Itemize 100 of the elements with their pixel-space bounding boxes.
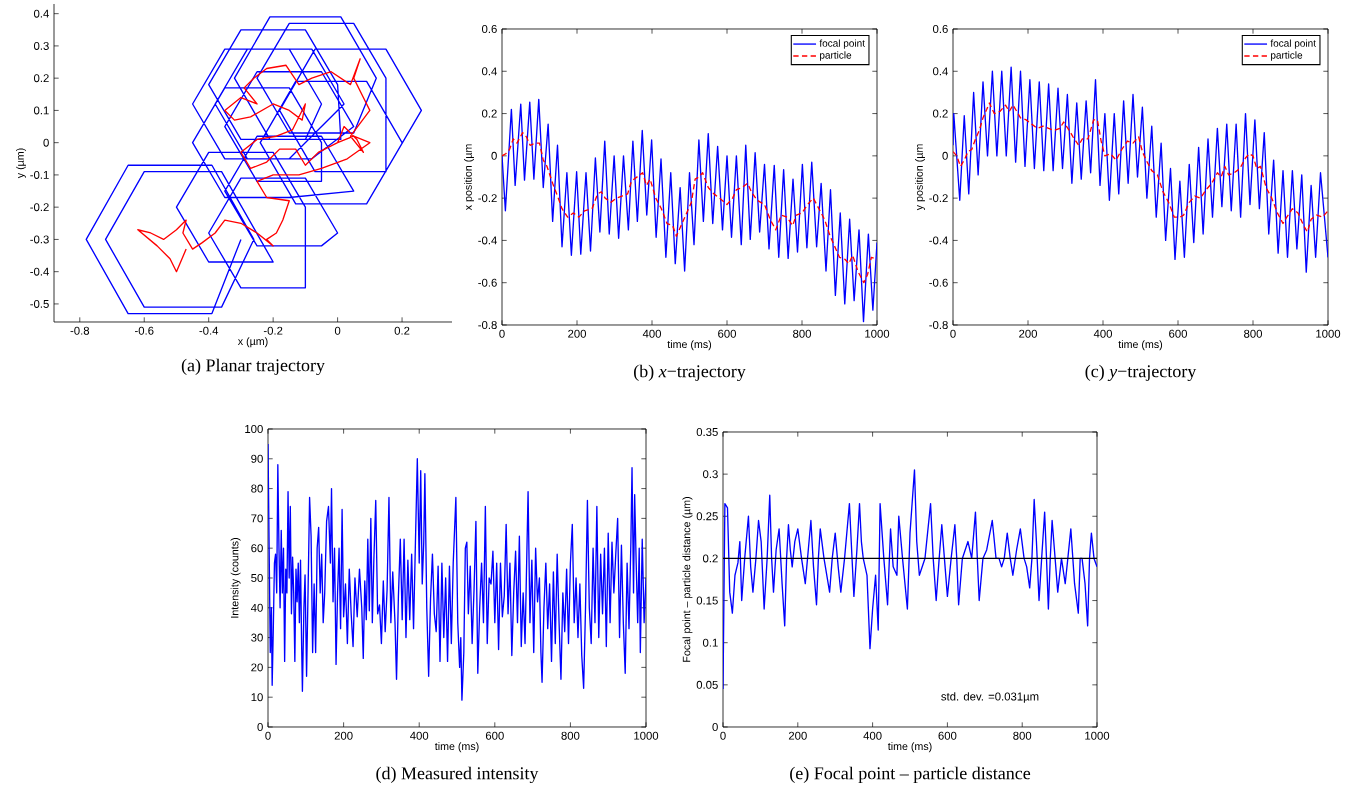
x-tick-label: -0.4 <box>199 326 219 335</box>
legend-label: particle <box>820 51 852 61</box>
x-tick-label: 600 <box>1169 329 1188 338</box>
y-tick-label: 0 <box>712 722 718 731</box>
x-tick-label: 0.2 <box>394 326 410 335</box>
annotation: std. dev. =0.031µm <box>941 692 1039 703</box>
x-axis-title: time (ms) <box>887 742 932 753</box>
y-tick-label: 0.1 <box>33 106 49 115</box>
legend-label: focal point <box>819 39 865 49</box>
x-axis-title: time (ms) <box>1118 340 1163 351</box>
y-tick-label: -0.2 <box>478 194 497 203</box>
y-axis-title: Intensity (counts) <box>230 538 241 618</box>
y-axis-title: x position (µm <box>464 144 474 211</box>
x-tick-label: 0 <box>950 329 956 338</box>
y-tick-label: -0.3 <box>30 235 49 244</box>
y-tick-label: -0.6 <box>929 278 948 287</box>
y-tick-label: -0.8 <box>929 320 948 329</box>
x-tick-label: 0 <box>265 731 271 740</box>
y-tick-label: 30 <box>251 633 263 642</box>
text: (a) Planar trajectory <box>181 358 325 376</box>
x-tick-label: 1000 <box>1085 731 1110 740</box>
y-axis-title: y position (µm <box>915 144 925 211</box>
text: (b) x−trajectory <box>634 364 746 382</box>
x-tick-label: 800 <box>561 731 580 740</box>
y-tick-label: 0.4 <box>932 67 948 76</box>
y-tick-label: 20 <box>251 663 263 672</box>
x-tick-label: 1000 <box>865 329 890 338</box>
y-tick-label: 0.4 <box>33 9 49 18</box>
y-tick-label: 0.1 <box>702 638 718 647</box>
y-tick-label: 0.4 <box>481 67 497 76</box>
y-tick-label: 0.6 <box>481 24 497 33</box>
x-tick-label: 200 <box>1019 329 1038 338</box>
x-tick-label: 400 <box>863 731 882 740</box>
y-tick-label: 0.2 <box>702 554 718 563</box>
y-tick-label: 70 <box>251 514 263 523</box>
x-tick-label: 1000 <box>634 731 659 740</box>
y-tick-label: -0.6 <box>478 278 497 287</box>
x-tick-label: 200 <box>788 731 807 740</box>
line-series <box>85 16 423 315</box>
y-tick-label: 10 <box>251 693 263 702</box>
legend-label: focal point <box>1270 39 1316 49</box>
x-tick-label: 400 <box>1093 329 1113 338</box>
y-tick-label: -0.4 <box>478 236 497 245</box>
x-tick-label: 400 <box>642 329 662 338</box>
y-tick-label: 0.35 <box>696 427 718 436</box>
y-axis-title: Focal point – particle distance (µm) <box>682 497 693 662</box>
x-tick-label: 600 <box>718 329 737 338</box>
text: (e) Focal point – particle distance <box>790 766 1031 784</box>
x-tick-label: 800 <box>1244 329 1263 338</box>
y-tick-label: 0 <box>942 151 948 160</box>
y-tick-label: 0.2 <box>481 109 497 118</box>
y-tick-label: 0.2 <box>33 74 49 83</box>
y-tick-label: 0 <box>257 722 263 731</box>
legend-label: particle <box>1271 51 1303 61</box>
y-tick-label: 100 <box>245 424 263 433</box>
y-axis-title: y (µm) <box>16 148 26 179</box>
y-tick-label: 0.6 <box>932 24 948 33</box>
line-series <box>953 102 1329 233</box>
y-tick-label: -0.4 <box>929 236 948 245</box>
x-axis-title: x (µm) <box>237 337 268 348</box>
y-tick-label: -0.1 <box>30 170 49 179</box>
x-tick-label: 600 <box>938 731 957 740</box>
x-tick-label: 400 <box>410 731 429 740</box>
y-tick-label: 0.3 <box>702 470 718 479</box>
y-tick-label: -0.2 <box>30 203 49 212</box>
y-tick-label: 0 <box>491 151 497 160</box>
y-tick-label: -0.5 <box>30 299 49 308</box>
text: (d) Measured intensity <box>376 766 539 784</box>
x-tick-label: -0.2 <box>263 326 283 335</box>
line-series <box>137 58 371 273</box>
y-tick-label: -0.8 <box>478 320 497 329</box>
x-tick-label: 800 <box>1013 731 1032 740</box>
x-tick-label: 0 <box>720 731 726 740</box>
x-tick-label: -0.6 <box>134 326 154 335</box>
y-tick-label: 0 <box>43 138 49 147</box>
y-tick-label: -0.4 <box>30 267 49 276</box>
x-tick-label: -0.8 <box>70 326 90 335</box>
y-tick-label: 0.3 <box>33 41 49 50</box>
x-tick-label: 0 <box>499 329 505 338</box>
y-tick-label: 80 <box>251 484 263 493</box>
y-tick-label: 0.2 <box>932 109 948 118</box>
y-tick-label: 50 <box>251 573 263 582</box>
x-tick-label: 200 <box>334 731 353 740</box>
y-tick-label: 0.25 <box>696 512 718 521</box>
x-tick-label: 600 <box>485 731 504 740</box>
x-tick-label: 800 <box>793 329 812 338</box>
y-tick-label: 40 <box>250 603 263 612</box>
y-tick-label: -0.2 <box>929 194 948 203</box>
y-tick-label: 0.15 <box>696 596 718 605</box>
text: (c) y−trajectory <box>1085 364 1197 382</box>
line-series <box>953 66 1329 273</box>
x-axis-title: time (ms) <box>434 742 479 753</box>
y-tick-label: 90 <box>251 454 263 463</box>
x-axis-title: time (ms) <box>667 340 712 351</box>
x-tick-label: 200 <box>568 329 587 338</box>
y-tick-label: 0.05 <box>696 680 718 689</box>
line-series <box>502 98 878 323</box>
x-tick-label: 0 <box>334 326 341 335</box>
y-tick-label: 60 <box>251 544 263 553</box>
x-tick-label: 1000 <box>1316 329 1341 338</box>
